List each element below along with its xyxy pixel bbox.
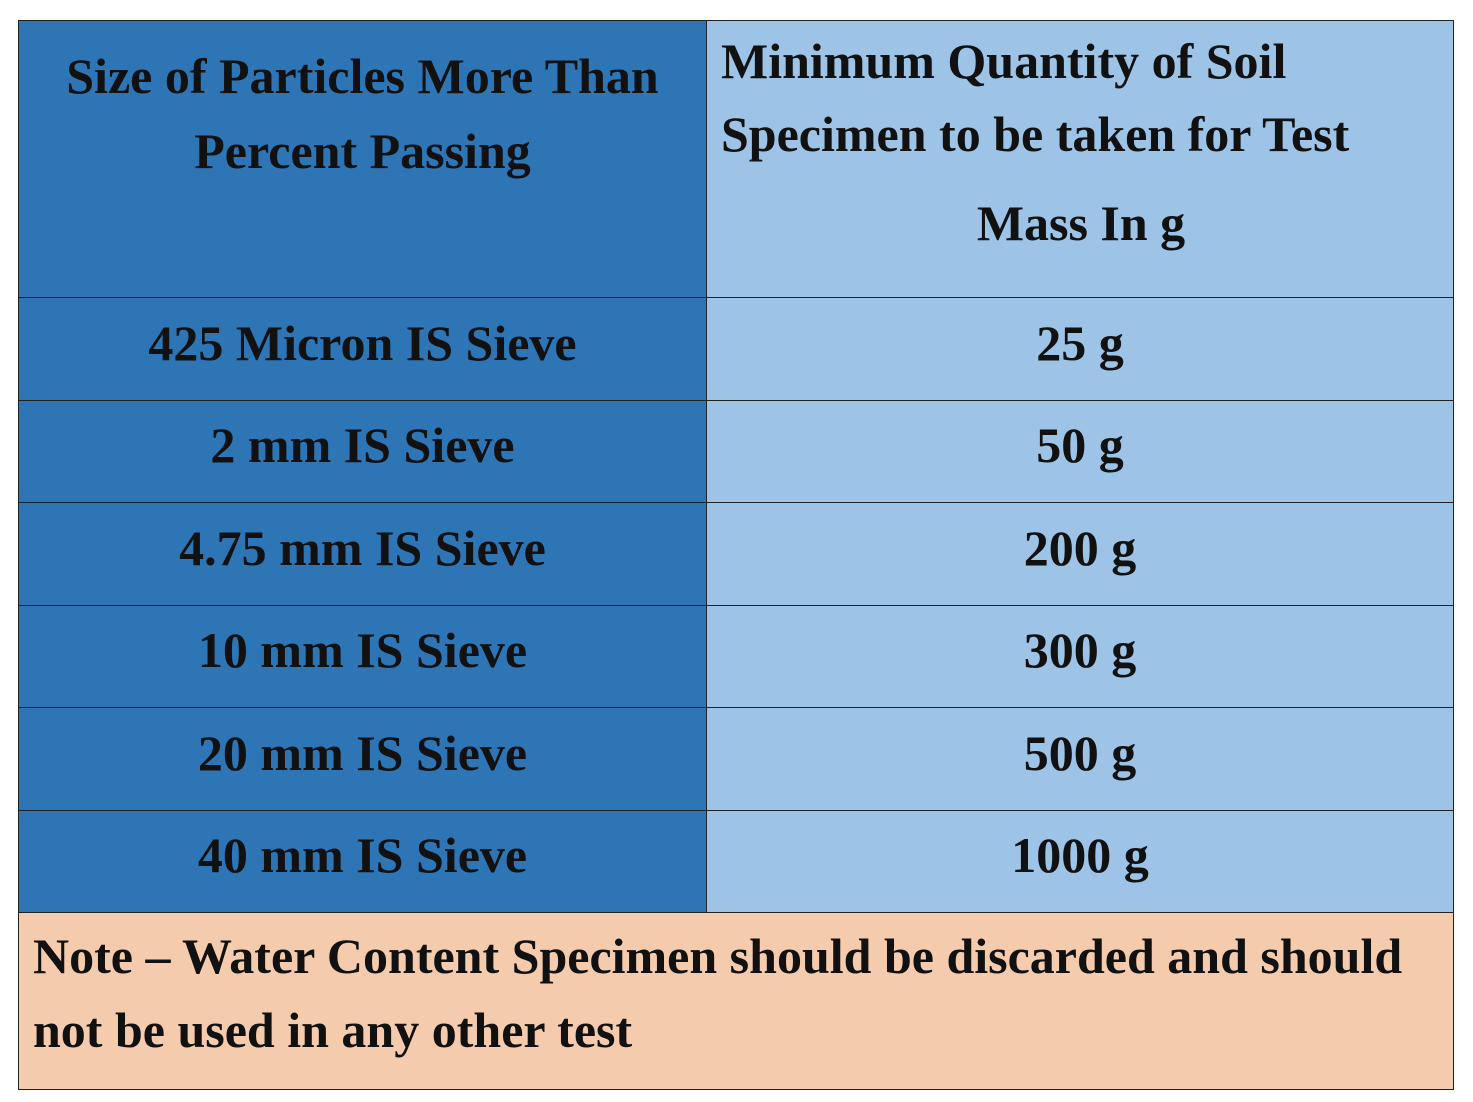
sieve-cell: 2 mm IS Sieve [19,400,707,502]
header-particle-size: Size of Particles More Than Percent Pass… [19,21,707,297]
sieve-label: 40 mm IS Sieve [197,827,528,883]
mass-cell: 200 g [707,503,1453,605]
sieve-label: 20 mm IS Sieve [197,724,528,781]
sieve-label: 4.75 mm IS Sieve [179,519,546,576]
mass-value: 50 g [1036,417,1124,473]
mass-cell: 25 g [707,298,1453,400]
mass-value: 25 g [1036,314,1124,371]
sieve-cell: 4.75 mm IS Sieve [19,503,707,605]
mass-value: 500 g [1023,724,1137,781]
mass-cell: 50 g [707,400,1453,502]
table-row: 10 mm IS Sieve 300 g [19,605,1453,708]
sieve-cell: 40 mm IS Sieve [19,810,707,912]
table-row: 425 Micron IS Sieve 25 g [19,298,1453,401]
mass-value: 300 g [1023,622,1137,678]
sieve-label: 2 mm IS Sieve [210,417,515,473]
sieve-label: 10 mm IS Sieve [197,622,528,678]
mass-cell: 1000 g [707,810,1453,912]
sieve-mass-table: Size of Particles More Than Percent Pass… [18,20,1454,1090]
note-text: Note – Water Content Specimen should be … [33,928,1403,1058]
mass-cell: 500 g [707,708,1453,810]
header-minimum-quantity-label: Minimum Quantity of Soil Specimen to be … [721,33,1350,162]
mass-value: 200 g [1023,519,1137,576]
table-row: 40 mm IS Sieve 1000 g [19,810,1453,913]
table-header-row: Size of Particles More Than Percent Pass… [19,21,1453,298]
table-row: 2 mm IS Sieve 50 g [19,400,1453,503]
header-particle-size-label: Size of Particles More Than Percent Pass… [66,48,659,179]
table-row: 4.75 mm IS Sieve 200 g [19,503,1453,606]
header-mass-unit-label: Mass In g [976,195,1186,251]
sieve-cell: 20 mm IS Sieve [19,708,707,810]
header-minimum-quantity: Minimum Quantity of Soil Specimen to be … [707,21,1453,297]
sieve-cell: 10 mm IS Sieve [19,605,707,707]
note-row: Note – Water Content Specimen should be … [19,913,1453,1089]
sieve-cell: 425 Micron IS Sieve [19,298,707,400]
sieve-label: 425 Micron IS Sieve [148,314,577,371]
table-row: 20 mm IS Sieve 500 g [19,708,1453,811]
mass-cell: 300 g [707,605,1453,707]
mass-value: 1000 g [1011,827,1149,883]
